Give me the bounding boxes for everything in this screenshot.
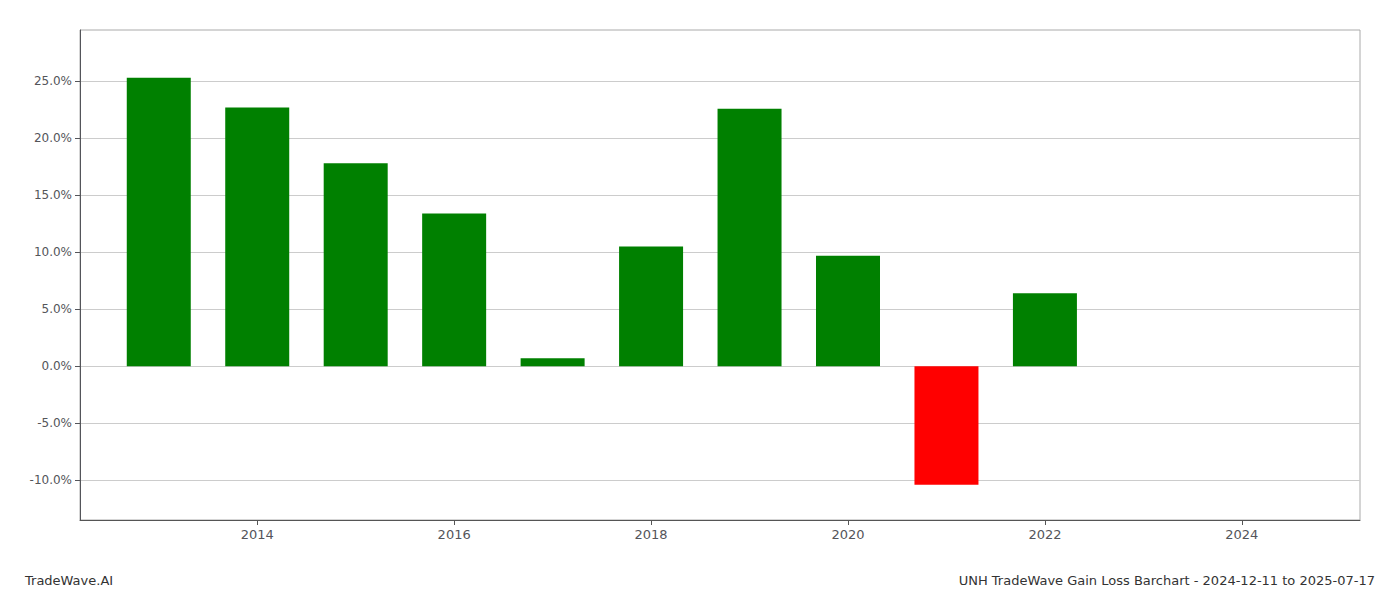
svg-text:2018: 2018 [635,527,668,542]
svg-text:2020: 2020 [831,527,864,542]
svg-text:UNH TradeWave Gain Loss Barcha: UNH TradeWave Gain Loss Barchart - 2024-… [959,573,1375,588]
svg-text:2022: 2022 [1028,527,1061,542]
svg-text:-5.0%: -5.0% [37,416,72,430]
svg-text:5.0%: 5.0% [42,302,73,316]
svg-text:25.0%: 25.0% [34,74,72,88]
svg-text:-10.0%: -10.0% [30,473,72,487]
svg-text:TradeWave.AI: TradeWave.AI [24,573,113,588]
svg-text:15.0%: 15.0% [34,188,72,202]
svg-text:20.0%: 20.0% [34,131,72,145]
svg-text:10.0%: 10.0% [34,245,72,259]
svg-text:2016: 2016 [438,527,471,542]
svg-text:2024: 2024 [1225,527,1258,542]
svg-text:0.0%: 0.0% [42,359,73,373]
svg-text:2014: 2014 [241,527,274,542]
